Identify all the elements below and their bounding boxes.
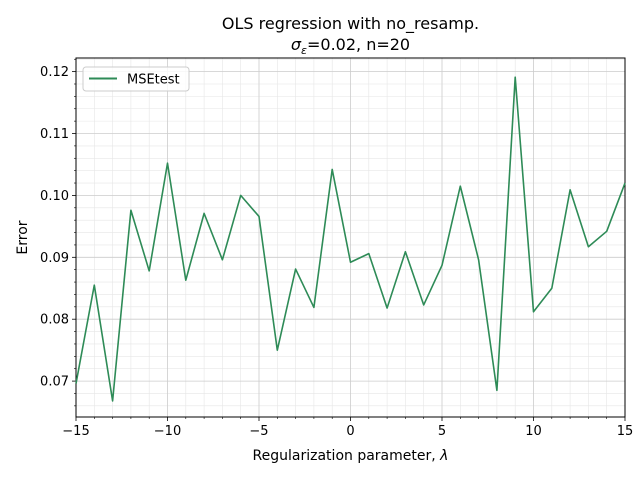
y-tick-label: 0.08 bbox=[40, 313, 69, 328]
y-tick-label: 0.09 bbox=[40, 251, 69, 266]
x-tick-label: 10 bbox=[525, 424, 542, 439]
chart-title-line1: OLS regression with no_resamp. bbox=[222, 14, 479, 34]
series-layer bbox=[75, 76, 626, 402]
x-tick-label: 5 bbox=[438, 424, 446, 439]
title-sigma-symbol: σ bbox=[291, 35, 302, 54]
x-axis-label-text: Regularization parameter, bbox=[253, 448, 441, 464]
legend-box bbox=[82, 66, 190, 92]
title-params: =0.02, n=20 bbox=[307, 35, 410, 54]
y-tick-label: 0.11 bbox=[40, 127, 69, 142]
x-axis-label-lambda: λ bbox=[439, 448, 448, 464]
legend: MSEtest bbox=[82, 66, 190, 92]
x-tick-label: 15 bbox=[617, 424, 634, 439]
chart-title-line2: σε=0.02, n=20 bbox=[291, 35, 410, 57]
y-tick-label: 0.12 bbox=[40, 65, 69, 80]
x-tick-label: −5 bbox=[249, 424, 268, 439]
x-tick-label: 0 bbox=[346, 424, 354, 439]
axis-ticks: −15 −10 −5 0 5 10 15 0.07 0.08 0.09 0.10 0.11 0.12 bbox=[40, 58, 634, 439]
x-tick-label: −15 bbox=[62, 424, 89, 439]
legend-label-msetest: MSEtest bbox=[127, 73, 180, 88]
title-epsilon-subscript: ε bbox=[301, 44, 307, 57]
y-axis-label: Error bbox=[15, 220, 31, 254]
x-tick-label: −10 bbox=[154, 424, 181, 439]
y-tick-label: 0.10 bbox=[40, 189, 69, 204]
series-line-msetest bbox=[75, 76, 626, 402]
x-axis-label: Regularization parameter, λ bbox=[253, 448, 449, 464]
y-tick-label: 0.07 bbox=[40, 375, 69, 390]
grid-lines bbox=[75, 58, 626, 417]
